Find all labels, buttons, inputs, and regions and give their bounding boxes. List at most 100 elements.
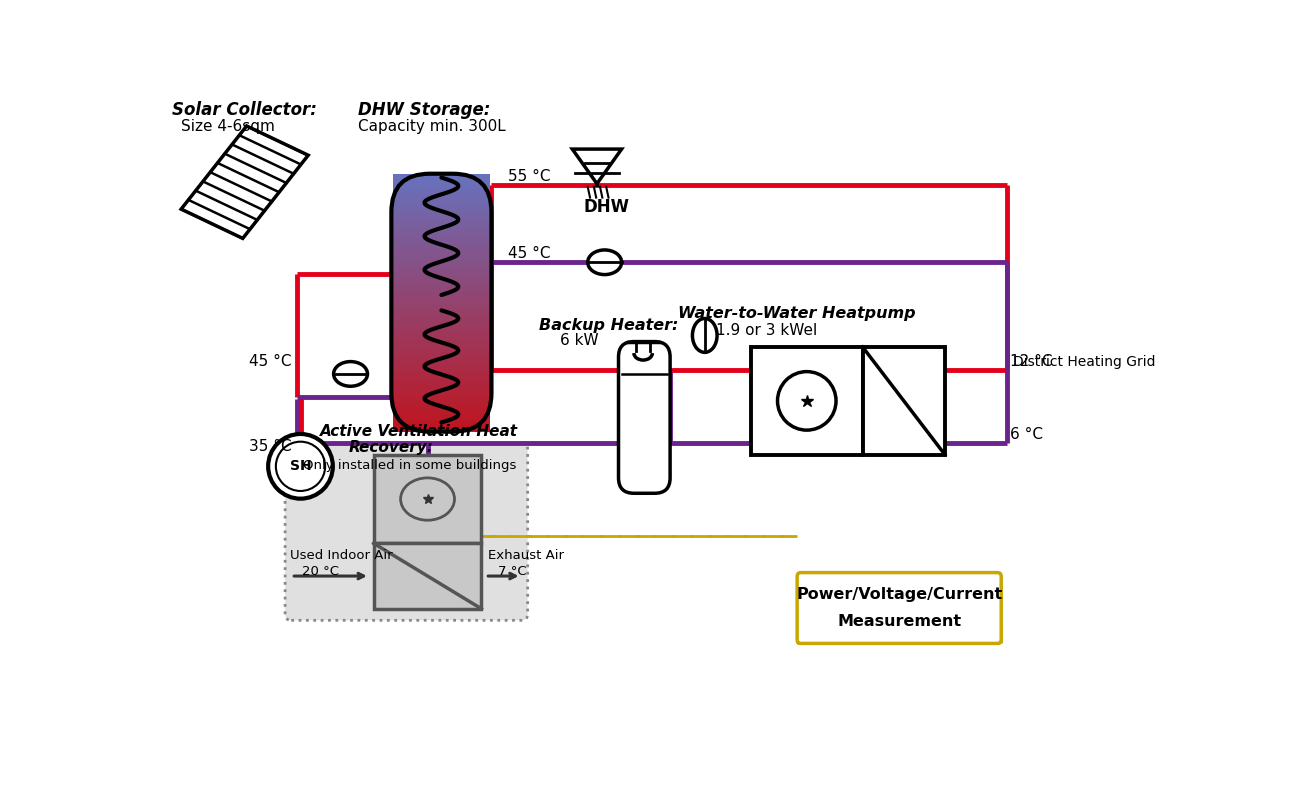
Bar — [393, 297, 490, 300]
Bar — [393, 326, 490, 329]
Bar — [393, 290, 490, 293]
Text: Backup Heater:: Backup Heater: — [540, 318, 679, 333]
Bar — [373, 543, 481, 609]
Text: 12 °C: 12 °C — [1010, 354, 1053, 369]
Bar — [393, 393, 490, 396]
Text: 7 °C: 7 °C — [498, 564, 527, 578]
Bar — [393, 287, 490, 290]
Bar — [393, 305, 490, 308]
Bar — [393, 424, 490, 426]
Text: 1.9 or 3 kWel: 1.9 or 3 kWel — [716, 323, 818, 339]
Bar — [393, 316, 490, 318]
Bar — [393, 385, 490, 388]
Bar — [393, 398, 490, 401]
Bar — [393, 228, 490, 231]
Bar — [393, 388, 490, 390]
FancyBboxPatch shape — [619, 342, 670, 493]
Bar — [393, 280, 490, 282]
Bar — [393, 364, 490, 368]
Bar — [393, 300, 490, 303]
FancyBboxPatch shape — [285, 443, 528, 621]
Bar — [393, 259, 490, 261]
Bar — [393, 282, 490, 285]
Bar — [393, 272, 490, 274]
Bar — [393, 377, 490, 380]
Circle shape — [268, 434, 333, 499]
Bar — [393, 235, 490, 239]
Bar — [393, 401, 490, 403]
Bar — [393, 334, 490, 336]
Text: 20 °C: 20 °C — [302, 564, 339, 578]
Bar — [393, 264, 490, 267]
Bar — [393, 344, 490, 347]
Text: 35 °C: 35 °C — [248, 439, 291, 454]
Bar — [393, 174, 490, 177]
Text: Only installed in some buildings: Only installed in some buildings — [303, 459, 516, 472]
Text: 6 kW: 6 kW — [560, 334, 598, 348]
Bar — [393, 285, 490, 287]
Bar — [393, 355, 490, 357]
Text: Size 4-6sqm: Size 4-6sqm — [181, 118, 276, 134]
Bar — [393, 406, 490, 409]
Text: Solar Collector:: Solar Collector: — [172, 102, 317, 119]
Text: Capacity min. 300L: Capacity min. 300L — [359, 118, 506, 134]
Text: Power/Voltage/Current: Power/Voltage/Current — [796, 587, 1002, 601]
Bar — [393, 323, 490, 326]
Bar — [393, 429, 490, 432]
Bar — [751, 347, 863, 455]
Bar — [373, 455, 481, 543]
Bar — [393, 187, 490, 189]
Polygon shape — [572, 149, 621, 184]
Bar — [393, 184, 490, 187]
Bar — [393, 210, 490, 213]
Ellipse shape — [693, 318, 718, 352]
Ellipse shape — [588, 250, 621, 275]
Bar — [393, 231, 490, 233]
Bar — [393, 215, 490, 218]
Bar — [393, 375, 490, 377]
Bar — [393, 241, 490, 243]
Bar — [393, 200, 490, 202]
Bar — [393, 205, 490, 207]
Bar — [393, 274, 490, 277]
Bar — [393, 254, 490, 256]
Bar — [393, 269, 490, 272]
Text: Used Indoor Air: Used Indoor Air — [290, 549, 393, 562]
Bar — [393, 359, 490, 362]
Bar — [393, 403, 490, 406]
Bar — [393, 207, 490, 210]
Bar — [393, 218, 490, 220]
Ellipse shape — [334, 362, 368, 386]
Bar — [393, 239, 490, 241]
Bar — [393, 251, 490, 254]
Text: DHW: DHW — [584, 198, 629, 216]
Bar — [863, 347, 945, 455]
Bar — [393, 383, 490, 385]
Bar — [393, 329, 490, 331]
Bar — [393, 181, 490, 184]
Bar — [393, 213, 490, 215]
Circle shape — [777, 372, 836, 430]
Bar — [393, 372, 490, 375]
Bar — [393, 362, 490, 364]
Bar — [393, 342, 490, 344]
Bar — [393, 321, 490, 323]
Bar — [393, 194, 490, 197]
Bar — [393, 295, 490, 297]
Text: 45 °C: 45 °C — [248, 354, 291, 369]
Circle shape — [276, 442, 325, 491]
Bar — [393, 422, 490, 424]
Ellipse shape — [400, 478, 455, 520]
Text: Measurement: Measurement — [837, 614, 961, 629]
Bar — [393, 197, 490, 200]
Bar — [393, 202, 490, 205]
Bar — [393, 248, 490, 251]
Bar — [393, 179, 490, 181]
Polygon shape — [181, 126, 308, 239]
Bar — [393, 233, 490, 235]
Bar — [393, 380, 490, 383]
Bar — [393, 331, 490, 334]
Text: District Heating Grid: District Heating Grid — [1013, 355, 1156, 369]
Text: SH: SH — [290, 459, 311, 473]
FancyBboxPatch shape — [797, 572, 1001, 643]
